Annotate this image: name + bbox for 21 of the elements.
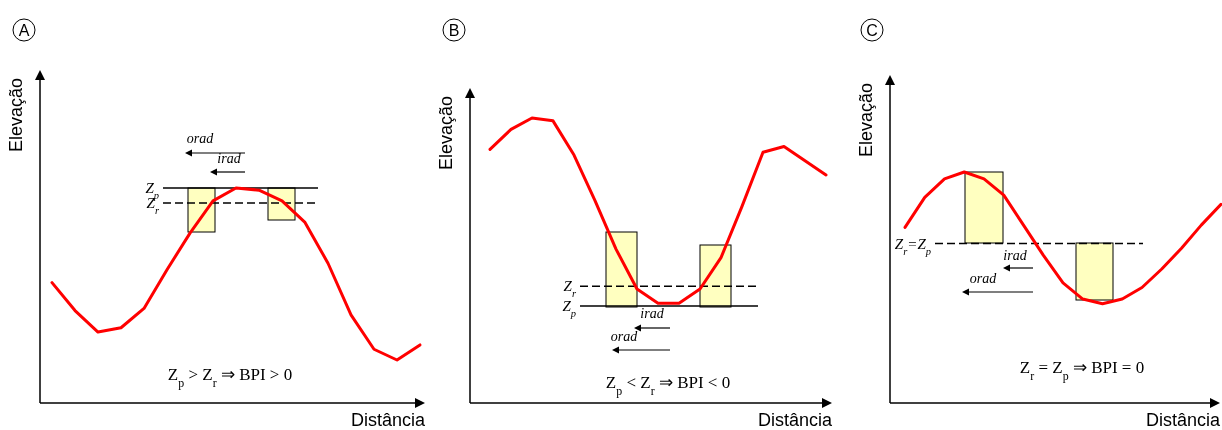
x-axis-title: Distância xyxy=(1145,410,1221,430)
annotation: Z$_{p}$ > Z$_{r}$ ⇒ BPI > 0 xyxy=(167,365,293,390)
text: orad xyxy=(186,131,215,146)
y-axis-title: Elevação xyxy=(6,78,26,153)
ref-line-label: Z$_{p}$ xyxy=(562,298,576,319)
y-axis-title: Elevação xyxy=(856,83,876,158)
annotation: orad xyxy=(610,329,639,344)
annotation: orad xyxy=(969,271,998,286)
annotation: Z$_{p}$ < Z$_{r}$ ⇒ BPI < 0 xyxy=(605,373,731,398)
x-axis-title: Distância xyxy=(350,410,426,430)
y-axis-title: Elevação xyxy=(436,96,456,171)
ref-line-label: Z$_{r}$ xyxy=(563,278,577,299)
annotation: Z$_{r}$ = Z$_{p}$ ⇒ BPI = 0 xyxy=(1019,358,1145,383)
annotation: irad xyxy=(1003,248,1028,263)
chart-title: C xyxy=(866,22,878,39)
ref-line-label: Z$_{r}$=Z$_{p}$ xyxy=(894,235,931,257)
text: irad xyxy=(217,151,242,166)
x-axis-title: Distância xyxy=(757,410,833,430)
annotation: irad xyxy=(640,306,665,321)
chart-title: B xyxy=(448,22,460,39)
chart-title: A xyxy=(18,22,30,39)
